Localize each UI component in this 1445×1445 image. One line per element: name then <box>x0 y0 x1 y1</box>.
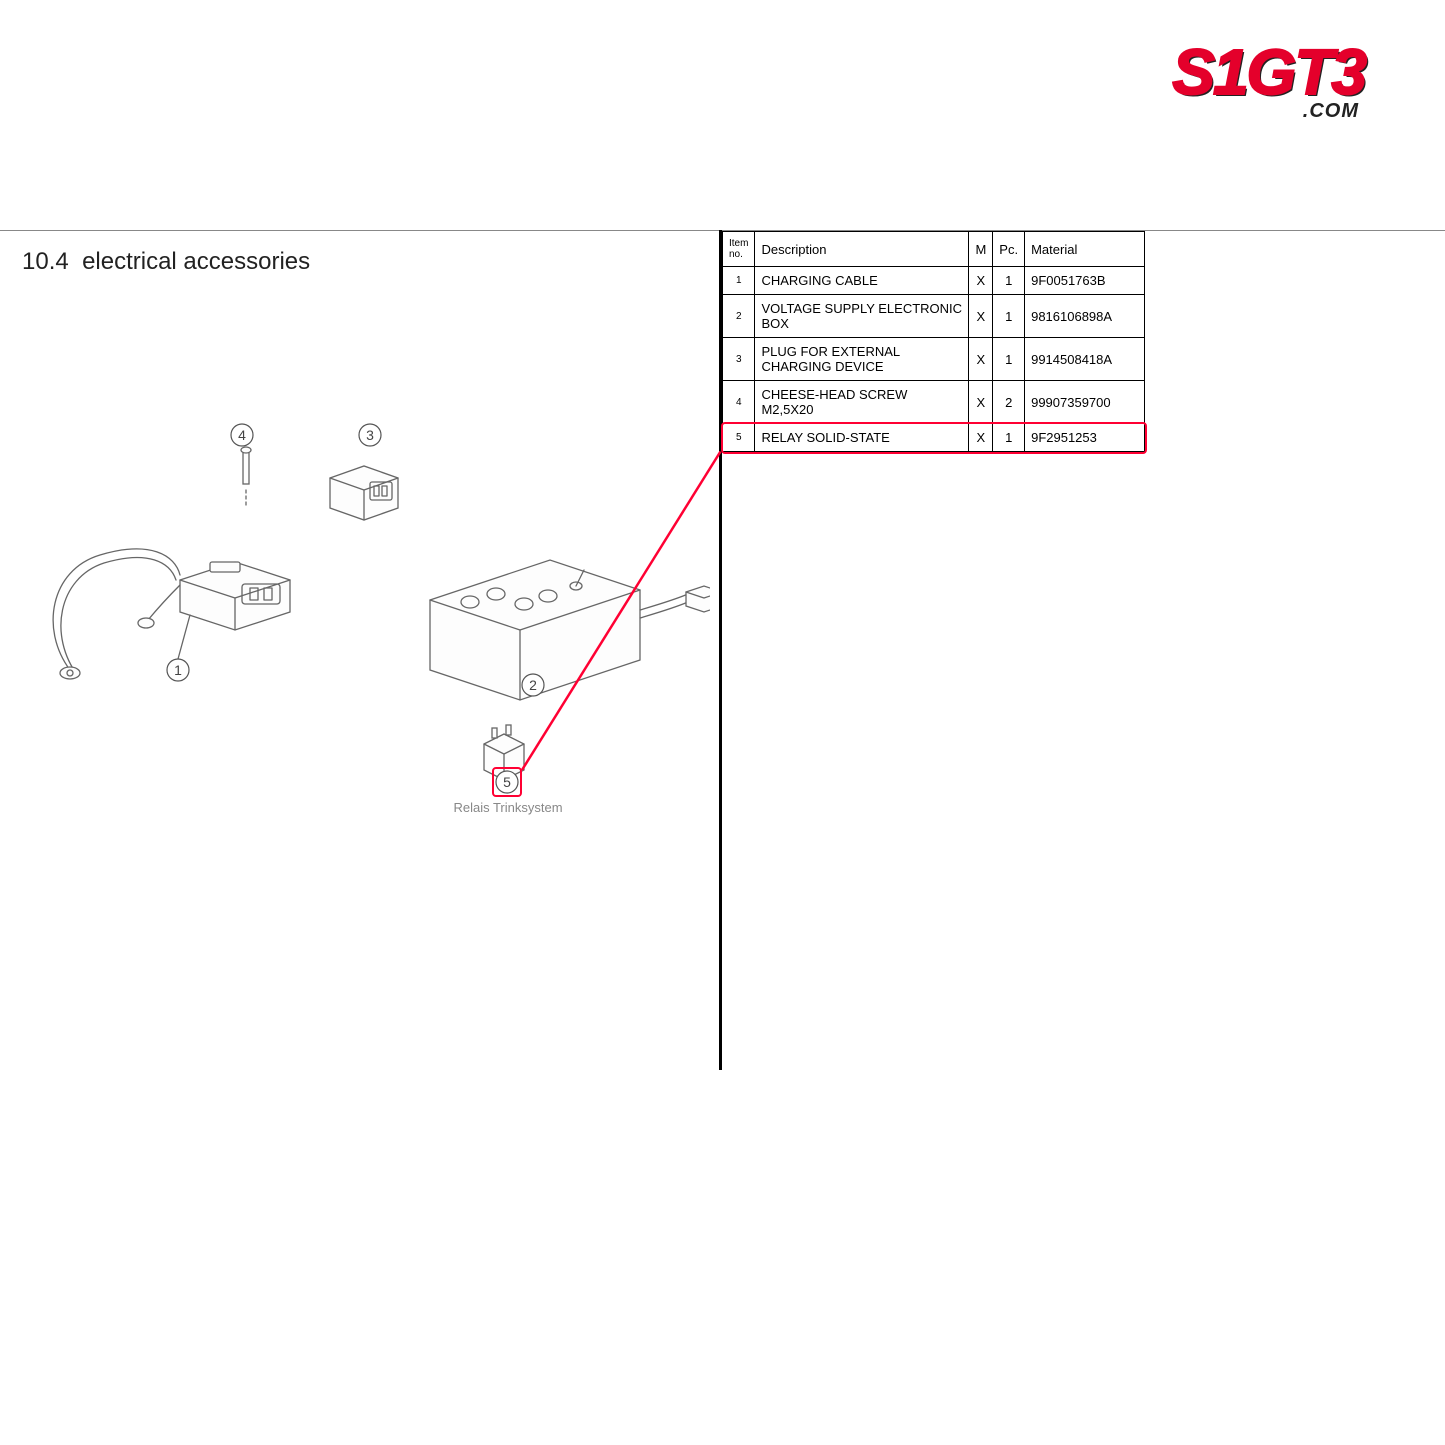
cell-description: PLUG FOR EXTERNAL CHARGING DEVICE <box>755 338 969 381</box>
cell-m: X <box>969 338 993 381</box>
callout-number-4: 4 <box>238 427 246 443</box>
cell-pc: 1 <box>993 295 1025 338</box>
cell-description: VOLTAGE SUPPLY ELECTRONIC BOX <box>755 295 969 338</box>
table-header-row: Item no. Description M Pc. Material <box>723 232 1145 267</box>
callout-number-2: 2 <box>529 677 537 693</box>
cell-description: CHARGING CABLE <box>755 267 969 295</box>
cell-description: RELAY SOLID-STATE <box>755 424 969 452</box>
cell-item-no: 5 <box>723 424 755 452</box>
cell-material: 9F0051763B <box>1025 267 1145 295</box>
exploded-diagram: Relais Trinksystem 1 2 3 4 5 <box>30 380 710 900</box>
cell-material: 9816106898A <box>1025 295 1145 338</box>
table-row: 2VOLTAGE SUPPLY ELECTRONIC BOXX198161068… <box>723 295 1145 338</box>
th-pc: Pc. <box>993 232 1025 267</box>
part-4-screw <box>241 447 251 508</box>
cell-pc: 2 <box>993 381 1025 424</box>
table-row: 4CHEESE-HEAD SCREW M2,5X20X299907359700 <box>723 381 1145 424</box>
parts-table: Item no. Description M Pc. Material 1CHA… <box>722 231 1145 452</box>
th-material: Material <box>1025 232 1145 267</box>
cell-item-no: 4 <box>723 381 755 424</box>
table-row: 1CHARGING CABLEX19F0051763B <box>723 267 1145 295</box>
cell-pc: 1 <box>993 424 1025 452</box>
cell-item-no: 3 <box>723 338 755 381</box>
th-item-no: Item no. <box>723 232 755 267</box>
relay-label: Relais Trinksystem <box>453 800 562 815</box>
th-m: M <box>969 232 993 267</box>
section-number: 10.4 <box>22 248 69 275</box>
cell-material: 99907359700 <box>1025 381 1145 424</box>
cell-pc: 1 <box>993 267 1025 295</box>
th-description: Description <box>755 232 969 267</box>
callout-number-3: 3 <box>366 427 374 443</box>
cell-m: X <box>969 295 993 338</box>
part-3-plug <box>330 466 398 520</box>
logo-main: S1GT3 <box>1172 40 1365 104</box>
cell-material: 9914508418A <box>1025 338 1145 381</box>
logo: S1GT3 .COM <box>1172 40 1365 123</box>
section-name: electrical accessories <box>82 248 310 275</box>
callout-number-1: 1 <box>174 662 182 678</box>
cell-item-no: 1 <box>723 267 755 295</box>
part-2-electronic-box <box>430 560 710 700</box>
cell-item-no: 2 <box>723 295 755 338</box>
cell-m: X <box>969 381 993 424</box>
callout-number-5: 5 <box>503 774 511 790</box>
cell-description: CHEESE-HEAD SCREW M2,5X20 <box>755 381 969 424</box>
cell-m: X <box>969 424 993 452</box>
part-1-charging-cable <box>53 549 290 679</box>
cell-pc: 1 <box>993 338 1025 381</box>
table-row: 3PLUG FOR EXTERNAL CHARGING DEVICEX19914… <box>723 338 1145 381</box>
section-title: 10.4 electrical accessories <box>22 248 310 276</box>
cell-m: X <box>969 267 993 295</box>
table-row: 5RELAY SOLID-STATEX19F2951253 <box>723 424 1145 452</box>
cell-material: 9F2951253 <box>1025 424 1145 452</box>
